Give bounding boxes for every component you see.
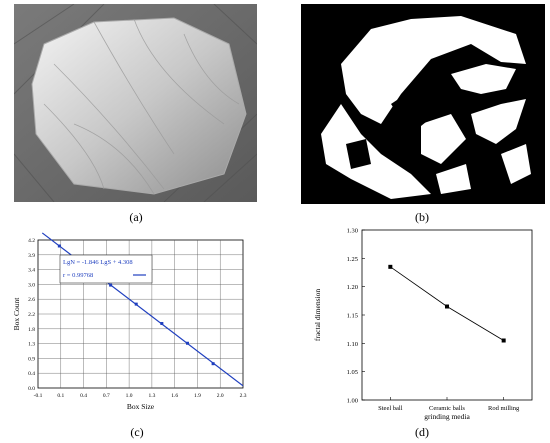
data-point	[185, 341, 189, 345]
x-tick-label: 1.6	[171, 393, 178, 399]
y-tick-label: 4.2	[28, 238, 35, 244]
y-tick-label: 2.6	[28, 297, 35, 303]
x-tick-label: Ceramic balls	[429, 405, 465, 412]
y-tick-label: 3.0	[28, 282, 35, 288]
y-tick-label: 1.30	[347, 228, 358, 235]
fractal-dimension-chart-panel: 1.30 1.25 1.20 1.15 1.10 1.05 1.00 Steel ball Ce…	[300, 222, 550, 422]
data-point	[134, 302, 138, 306]
y-tick-label: 1.15	[347, 313, 358, 320]
y-tick-label: 0.9	[28, 356, 35, 362]
y-tick-label: 2.2	[28, 312, 35, 318]
y-tick-label: 1.00	[347, 398, 358, 405]
x-tick-label: 0.7	[103, 393, 110, 399]
x-tick-label: 1.9	[194, 393, 201, 399]
x-tick-label: Steel ball	[378, 405, 403, 412]
caption-a: (a)	[129, 210, 143, 224]
x-tick-label: -0.1	[34, 393, 43, 399]
x-tick-label: Rod milling	[488, 405, 520, 412]
sem-image-panel	[13, 3, 258, 203]
data-point	[501, 338, 506, 343]
caption-b: (b)	[415, 210, 429, 224]
y-tick-label: 1.05	[347, 369, 358, 376]
data-point	[57, 244, 61, 248]
x-tick-label: 2.0	[217, 393, 224, 399]
fractal-dimension-chart: 1.30 1.25 1.20 1.15 1.10 1.05 1.00 Steel ball Ce…	[313, 228, 533, 421]
y-tick-label: 3.9	[28, 253, 35, 259]
y-tick-label: 3.4	[28, 268, 35, 274]
x-axis-label: Box Size	[127, 402, 155, 411]
data-point	[388, 264, 393, 269]
caption-c: (c)	[130, 425, 144, 439]
binary-image-panel	[301, 4, 545, 204]
x-tick-label: 0.1	[57, 393, 64, 399]
x-tick-label: 0.4	[80, 393, 87, 399]
box-count-chart-panel: -0.1 0.1 0.4 0.7 1.0 1.3 1.6 1.9 2.0 2.3 4.2 3.9 3.4…	[10, 230, 260, 415]
y-tick-label: 0.4	[28, 371, 35, 377]
x-tick-label: 1.0	[126, 393, 133, 399]
sem-image	[13, 3, 258, 203]
legend-r-value: r = 0.99768	[63, 272, 93, 279]
x-tick-label: 2.3	[240, 393, 247, 399]
x-axis-label: grinding media	[424, 412, 470, 421]
y-tick-label: 1.20	[347, 284, 358, 291]
y-axis-label: Box Count	[12, 297, 21, 331]
data-point	[211, 362, 215, 366]
box-count-chart: -0.1 0.1 0.4 0.7 1.0 1.3 1.6 1.9 2.0 2.3 4.2 3.9 3.4…	[12, 232, 247, 411]
plot-area	[361, 229, 533, 401]
y-tick-label: 1.3	[28, 342, 35, 348]
y-tick-label: 1.8	[28, 327, 35, 333]
y-tick-label: 1.10	[347, 341, 358, 348]
legend-box	[59, 254, 153, 284]
data-point	[109, 283, 113, 287]
y-tick-label: 1.25	[347, 256, 358, 263]
y-axis-label: fractal dimension	[313, 289, 322, 342]
binary-image	[301, 4, 545, 204]
legend-equation: LgN = -1.846 LgS + 4.308	[63, 259, 133, 266]
data-point	[445, 304, 449, 309]
x-tick-label: 1.3	[148, 393, 155, 399]
caption-d: (d)	[415, 425, 429, 439]
data-point	[160, 322, 164, 326]
legend: LgN = -1.846 LgS + 4.308 r = 0.99768	[59, 254, 153, 284]
y-tick-label: 0.0	[28, 386, 35, 392]
